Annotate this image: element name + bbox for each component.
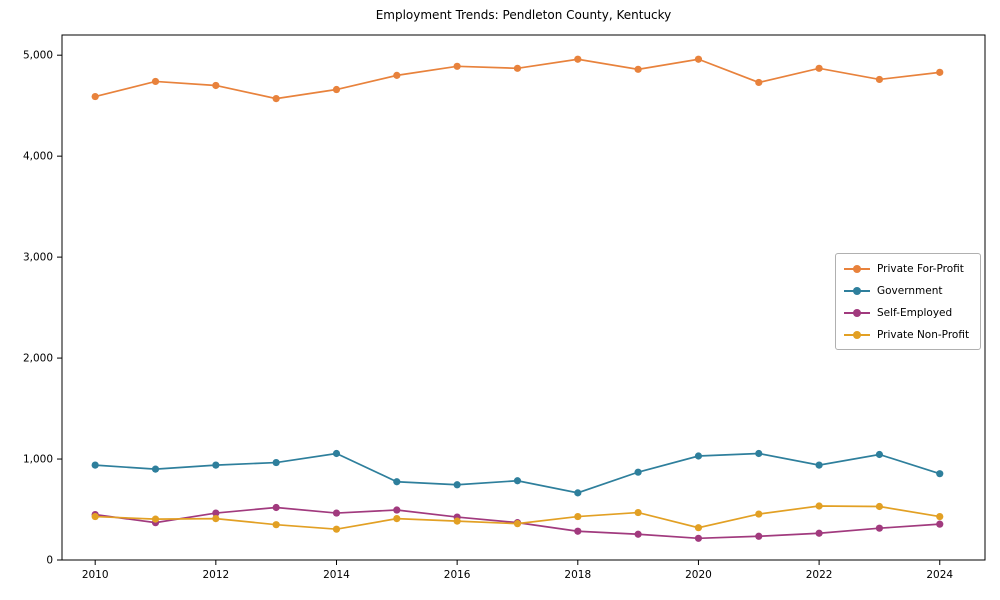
legend-item-self-employed: Self-Employed (844, 305, 972, 320)
svg-text:5,000: 5,000 (23, 50, 53, 62)
svg-text:2020: 2020 (685, 569, 712, 581)
svg-text:2016: 2016 (444, 569, 471, 581)
svg-text:0: 0 (46, 555, 53, 567)
legend-item-private-non-profit: Private Non-Profit (844, 327, 972, 342)
legend-label: Government (877, 284, 943, 297)
legend: Private For-Profit Government Self-Emplo… (835, 253, 981, 350)
svg-text:2,000: 2,000 (23, 353, 53, 365)
legend-label: Private Non-Profit (877, 328, 970, 341)
svg-text:2024: 2024 (926, 569, 953, 581)
svg-text:3,000: 3,000 (23, 252, 53, 264)
chart-title: Employment Trends: Pendleton County, Ken… (375, 8, 672, 22)
svg-text:2022: 2022 (806, 569, 833, 581)
line-marker-icon (844, 305, 870, 320)
line-marker-icon (844, 261, 870, 276)
svg-text:4,000: 4,000 (23, 151, 53, 163)
legend-item-private-for-profit: Private For-Profit (844, 261, 972, 276)
svg-text:2014: 2014 (323, 569, 350, 581)
legend-label: Private For-Profit (877, 262, 964, 275)
line-marker-icon (844, 283, 870, 298)
svg-text:2012: 2012 (202, 569, 229, 581)
legend-label: Self-Employed (877, 306, 953, 319)
line-marker-icon (844, 327, 870, 342)
legend-item-government: Government (844, 283, 972, 298)
svg-text:2010: 2010 (82, 569, 109, 581)
svg-text:1,000: 1,000 (23, 454, 53, 466)
svg-text:2018: 2018 (564, 569, 591, 581)
